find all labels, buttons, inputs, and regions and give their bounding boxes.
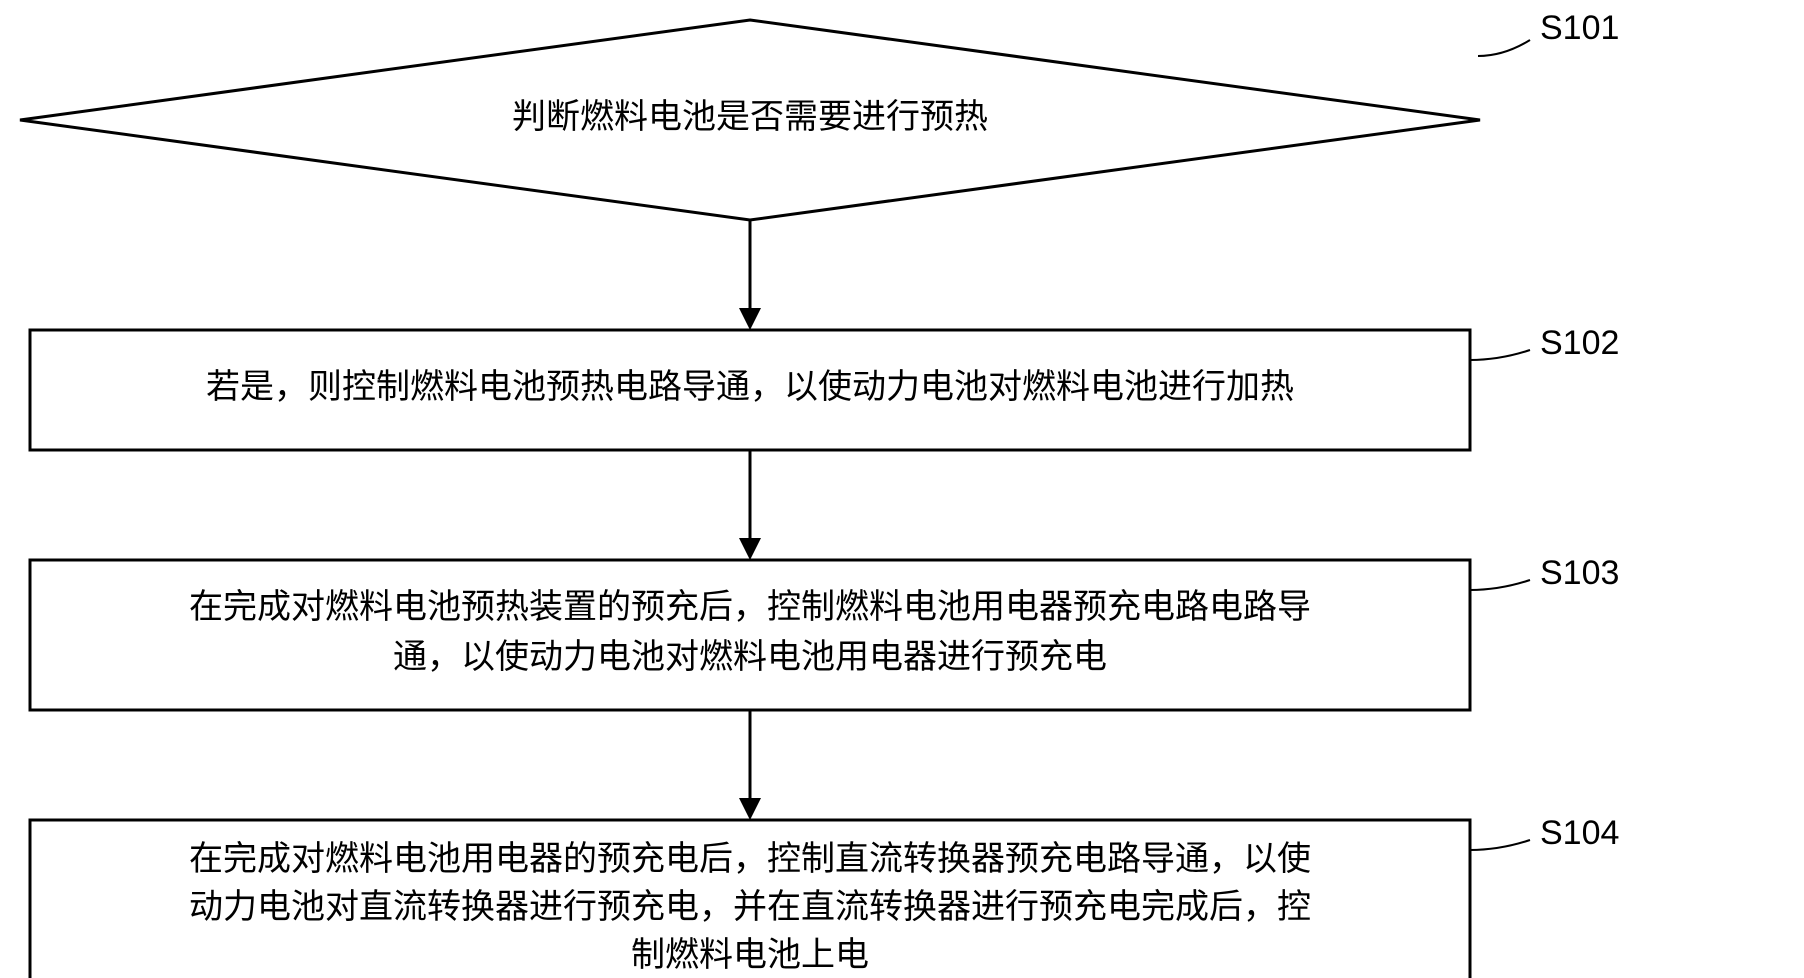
svg-text:在完成对燃料电池预热装置的预充后，控制燃料电池用电器预充电路: 在完成对燃料电池预热装置的预充后，控制燃料电池用电器预充电路电路导 xyxy=(189,588,1311,626)
svg-text:S101: S101 xyxy=(1540,9,1619,47)
svg-text:S104: S104 xyxy=(1540,814,1619,852)
svg-text:在完成对燃料电池用电器的预充电后，控制直流转换器预充电路导通: 在完成对燃料电池用电器的预充电后，控制直流转换器预充电路导通，以使 xyxy=(189,840,1311,878)
svg-text:S102: S102 xyxy=(1540,324,1619,362)
svg-text:通，以使动力电池对燃料电池用电器进行预充电: 通，以使动力电池对燃料电池用电器进行预充电 xyxy=(393,638,1107,676)
svg-text:动力电池对直流转换器进行预充电，并在直流转换器进行预充电完成: 动力电池对直流转换器进行预充电，并在直流转换器进行预充电完成后，控 xyxy=(189,888,1311,926)
svg-text:S103: S103 xyxy=(1540,554,1619,592)
svg-text:若是，则控制燃料电池预热电路导通，以使动力电池对燃料电池进行: 若是，则控制燃料电池预热电路导通，以使动力电池对燃料电池进行加热 xyxy=(206,368,1294,406)
svg-text:判断燃料电池是否需要进行预热: 判断燃料电池是否需要进行预热 xyxy=(512,98,988,136)
svg-text:制燃料电池上电: 制燃料电池上电 xyxy=(631,936,869,974)
